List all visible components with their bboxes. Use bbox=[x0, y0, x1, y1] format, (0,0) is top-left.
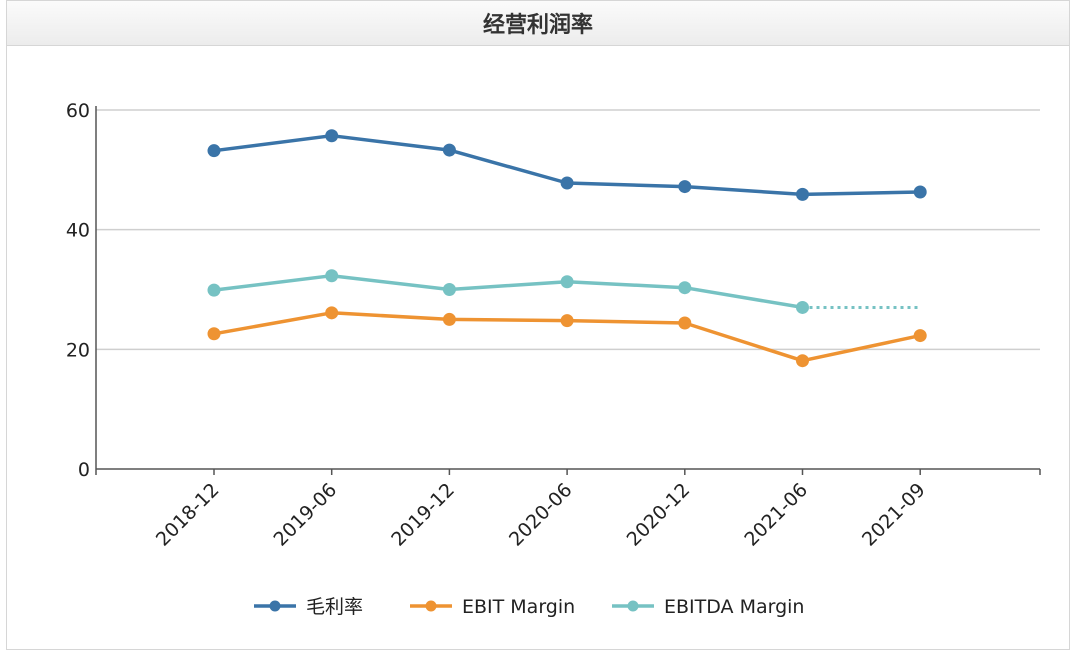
x-tick-label: 2018-12 bbox=[152, 479, 224, 551]
chart-panel: 经营利润率 bbox=[6, 0, 1070, 650]
data-point bbox=[442, 312, 456, 326]
data-point bbox=[913, 329, 927, 343]
x-tick-label: 2020-06 bbox=[505, 479, 577, 551]
data-point bbox=[678, 180, 692, 194]
x-tick-label: 2021-06 bbox=[740, 479, 812, 551]
data-point bbox=[796, 187, 809, 201]
data-point bbox=[678, 316, 692, 330]
x-tick-label: 2019-12 bbox=[387, 479, 459, 551]
data-point bbox=[325, 306, 339, 320]
legend-label: EBIT Margin bbox=[462, 596, 575, 618]
y-tick-label: 40 bbox=[66, 220, 90, 242]
data-point bbox=[207, 327, 221, 341]
data-point bbox=[560, 275, 574, 289]
series-line bbox=[213, 273, 803, 310]
legend-label: 毛利率 bbox=[306, 596, 363, 618]
x-tick-label: 2021-09 bbox=[858, 479, 930, 551]
data-point bbox=[560, 314, 574, 328]
data-point bbox=[442, 283, 456, 296]
legend-marker bbox=[425, 600, 437, 612]
data-point bbox=[325, 269, 339, 283]
data-point bbox=[913, 185, 927, 199]
data-point bbox=[560, 176, 574, 190]
legend-marker bbox=[627, 600, 639, 612]
data-point bbox=[207, 144, 221, 158]
data-point bbox=[207, 283, 221, 297]
legend-marker bbox=[269, 600, 281, 612]
y-tick-label: 60 bbox=[66, 100, 90, 122]
x-tick-label: 2020-12 bbox=[623, 479, 695, 551]
data-point bbox=[678, 281, 692, 295]
y-tick-label: 0 bbox=[78, 459, 90, 481]
x-tick-label: 2019-06 bbox=[270, 479, 342, 551]
data-point bbox=[442, 143, 456, 157]
legend-label: EBITDA Margin bbox=[664, 596, 804, 618]
y-tick-label: 20 bbox=[66, 339, 90, 361]
chart-title: 经营利润率 bbox=[7, 1, 1069, 46]
data-point bbox=[796, 300, 809, 314]
data-point bbox=[796, 354, 809, 368]
data-point bbox=[325, 129, 339, 143]
